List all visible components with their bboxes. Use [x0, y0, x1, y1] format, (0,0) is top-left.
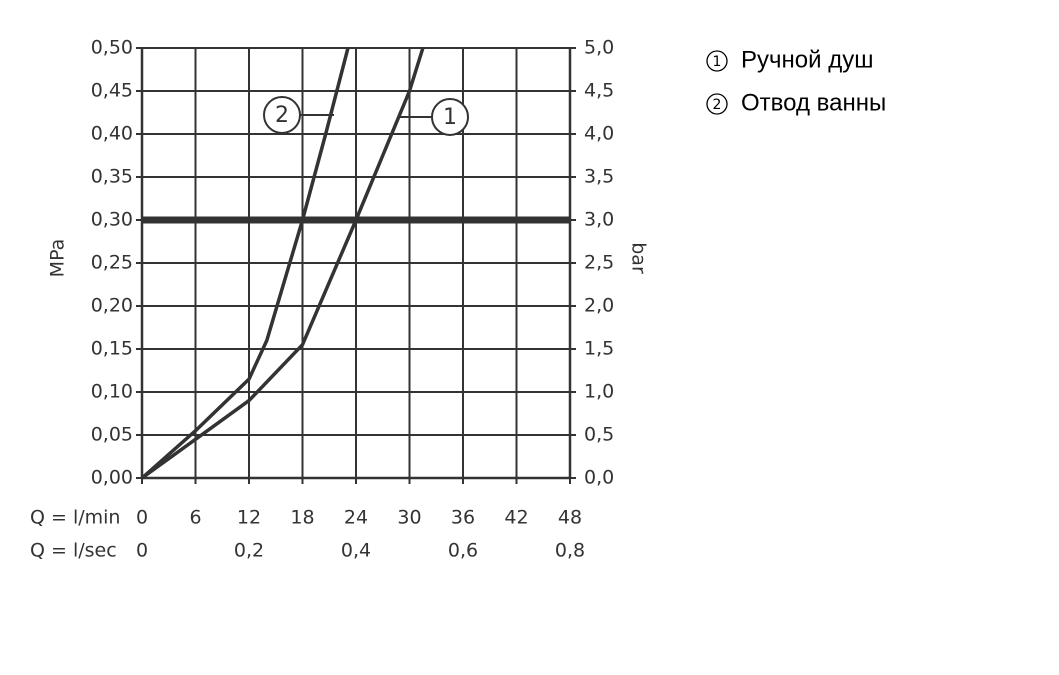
x-tick-label: 12 [237, 507, 261, 529]
callout-label: 1 [443, 105, 457, 130]
y-tick-label: 0,35 [91, 166, 133, 188]
y-tick-label: 0,15 [91, 338, 133, 360]
y2-tick-label: 2,0 [584, 295, 614, 317]
y2-tick-label: 5,0 [584, 37, 614, 59]
x2-axis-label: Q = l/sec [30, 540, 117, 562]
y2-tick-label: 4,0 [584, 123, 614, 145]
y-tick-label: 0,25 [91, 252, 133, 274]
x-tick-label: 30 [397, 507, 421, 529]
legend-symbol [706, 93, 728, 115]
y-tick-label: 0,30 [91, 209, 133, 231]
callout-circle [431, 98, 469, 136]
y-tick-label: 0,40 [91, 123, 133, 145]
y2-tick-label: 3,0 [584, 209, 614, 231]
x2-tick-label: 0,4 [341, 540, 371, 562]
callout-label: 2 [275, 103, 289, 128]
x2-tick-label: 0,6 [448, 540, 478, 562]
y-tick-label: 0,50 [91, 37, 133, 59]
x2-tick-label: 0 [136, 540, 148, 562]
legend-symbol-label: 1 [713, 54, 722, 70]
x-tick-label: 0 [136, 507, 148, 529]
y2-tick-label: 2,5 [584, 252, 614, 274]
x2-tick-label: 0,8 [555, 540, 585, 562]
x-tick-label: 6 [189, 507, 201, 529]
y2-tick-label: 0,5 [584, 424, 614, 446]
y2-tick-label: 0,0 [584, 467, 614, 489]
x-tick-label: 36 [451, 507, 475, 529]
x-tick-label: 48 [558, 507, 582, 529]
y-tick-label: 0,10 [91, 381, 133, 403]
y2-tick-label: 4,5 [584, 80, 614, 102]
series-line [140, 47, 425, 480]
y-tick-label: 0,20 [91, 295, 133, 317]
y-tick-label: 0,05 [91, 424, 133, 446]
legend-symbol [706, 50, 728, 72]
y-tick-label: 0,00 [91, 467, 133, 489]
x-tick-label: 42 [504, 507, 528, 529]
y-tick-label: 0,45 [91, 80, 133, 102]
y2-tick-label: 3,5 [584, 166, 614, 188]
x-tick-label: 18 [290, 507, 314, 529]
legend-symbol-label: 2 [713, 97, 722, 113]
y2-axis-label: bar [628, 242, 650, 274]
y2-tick-label: 1,0 [584, 381, 614, 403]
x-axis-label: Q = l/min [30, 507, 120, 529]
legend-label: Ручной душ [741, 46, 873, 73]
x2-tick-label: 0,2 [234, 540, 264, 562]
callout-circle [263, 96, 301, 134]
x-tick-label: 24 [344, 507, 368, 529]
legend-label: Отвод ванны [741, 89, 886, 116]
series-line [140, 47, 350, 480]
y-axis-label: MPa [47, 239, 69, 278]
y2-tick-label: 1,5 [584, 338, 614, 360]
